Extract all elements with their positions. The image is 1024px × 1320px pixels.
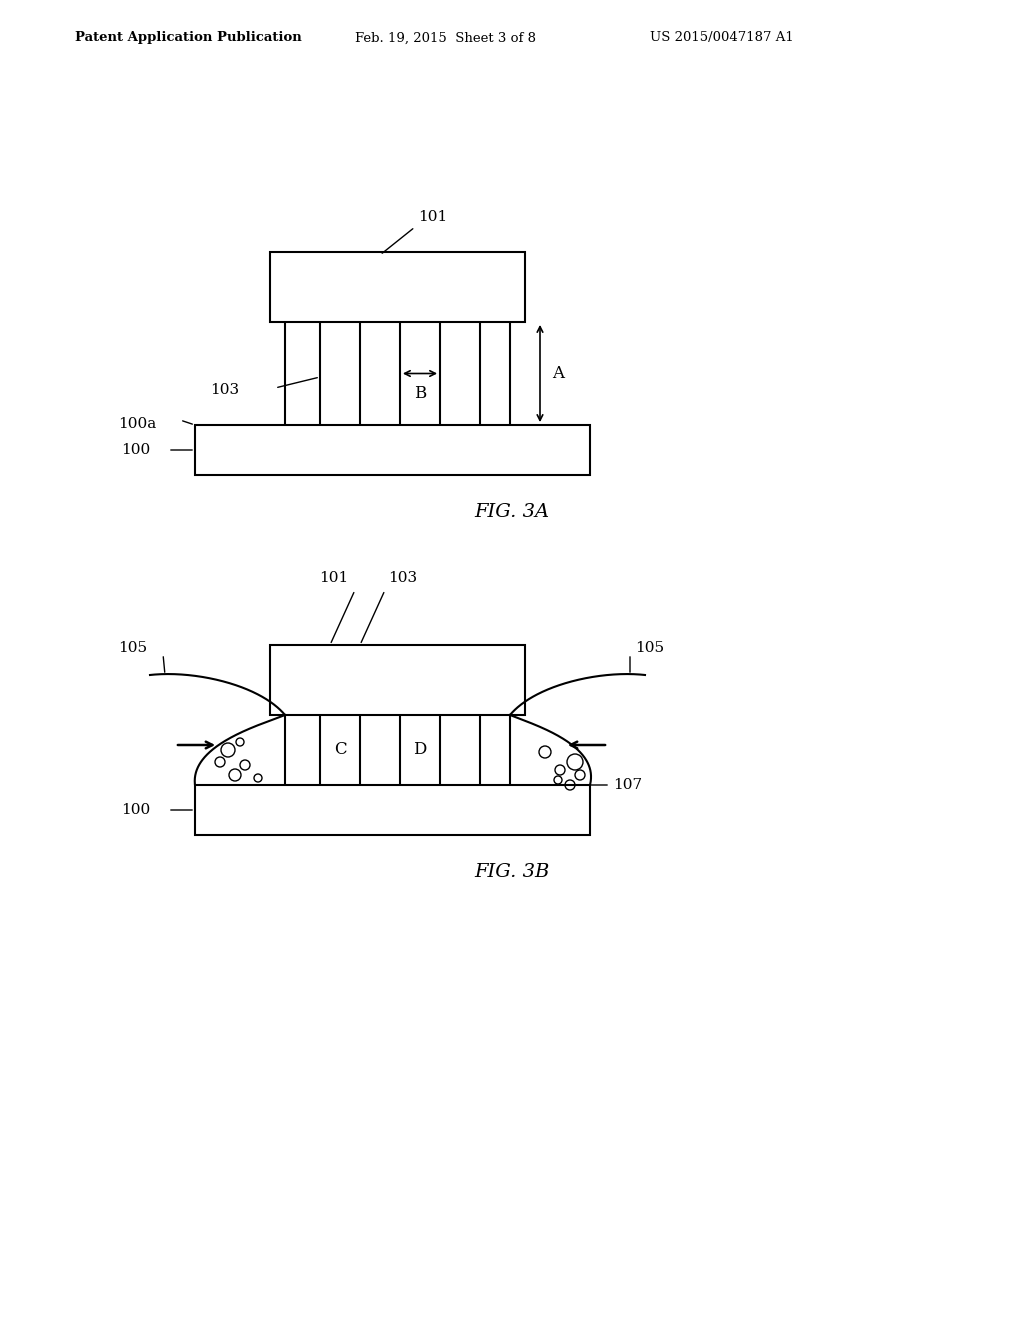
Polygon shape [195,425,590,475]
Text: Feb. 19, 2015  Sheet 3 of 8: Feb. 19, 2015 Sheet 3 of 8 [355,32,536,45]
Text: D: D [414,742,427,759]
Text: 103: 103 [210,383,240,397]
Polygon shape [195,785,590,836]
Polygon shape [270,645,525,715]
Text: 100: 100 [121,803,150,817]
Text: 103: 103 [388,572,417,585]
Text: 107: 107 [613,777,642,792]
Text: Patent Application Publication: Patent Application Publication [75,32,302,45]
Text: FIG. 3B: FIG. 3B [474,863,550,880]
Text: US 2015/0047187 A1: US 2015/0047187 A1 [650,32,794,45]
Text: 100a: 100a [118,417,157,432]
Text: A: A [552,366,564,381]
Text: 101: 101 [418,210,447,224]
Text: B: B [414,385,426,403]
Text: C: C [334,742,346,759]
Text: FIG. 3A: FIG. 3A [474,503,550,521]
Text: 105: 105 [635,642,665,655]
Text: 101: 101 [318,572,348,585]
Text: 100: 100 [121,444,150,457]
Polygon shape [270,252,525,322]
Text: 105: 105 [118,642,147,655]
